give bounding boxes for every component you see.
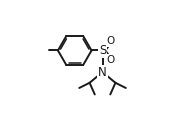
Text: O: O: [106, 55, 114, 65]
Text: O: O: [106, 36, 114, 46]
Text: S: S: [99, 44, 106, 57]
Text: N: N: [98, 66, 107, 79]
